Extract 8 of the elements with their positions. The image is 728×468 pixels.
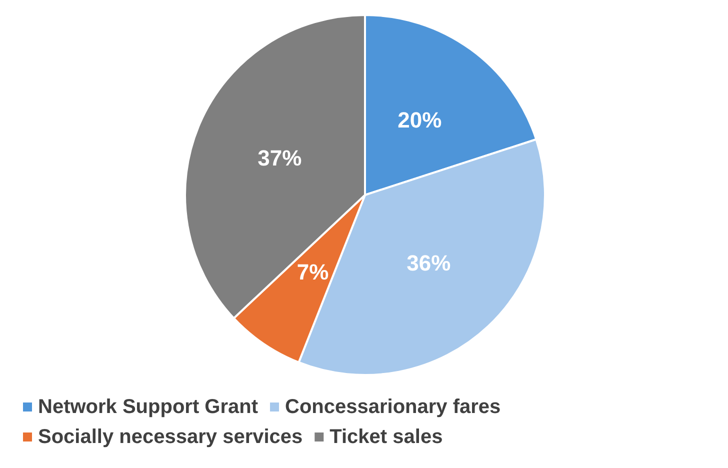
data-label: 20% (398, 107, 442, 132)
legend-label: Concessarionary fares (285, 396, 501, 418)
legend-label: Ticket sales (330, 426, 443, 448)
data-label: 7% (296, 259, 329, 284)
data-label: 37% (258, 146, 302, 171)
data-label: 36% (406, 250, 451, 276)
legend-label: Network Support Grant (38, 396, 258, 418)
legend-label: Socially necessary services (38, 426, 303, 448)
